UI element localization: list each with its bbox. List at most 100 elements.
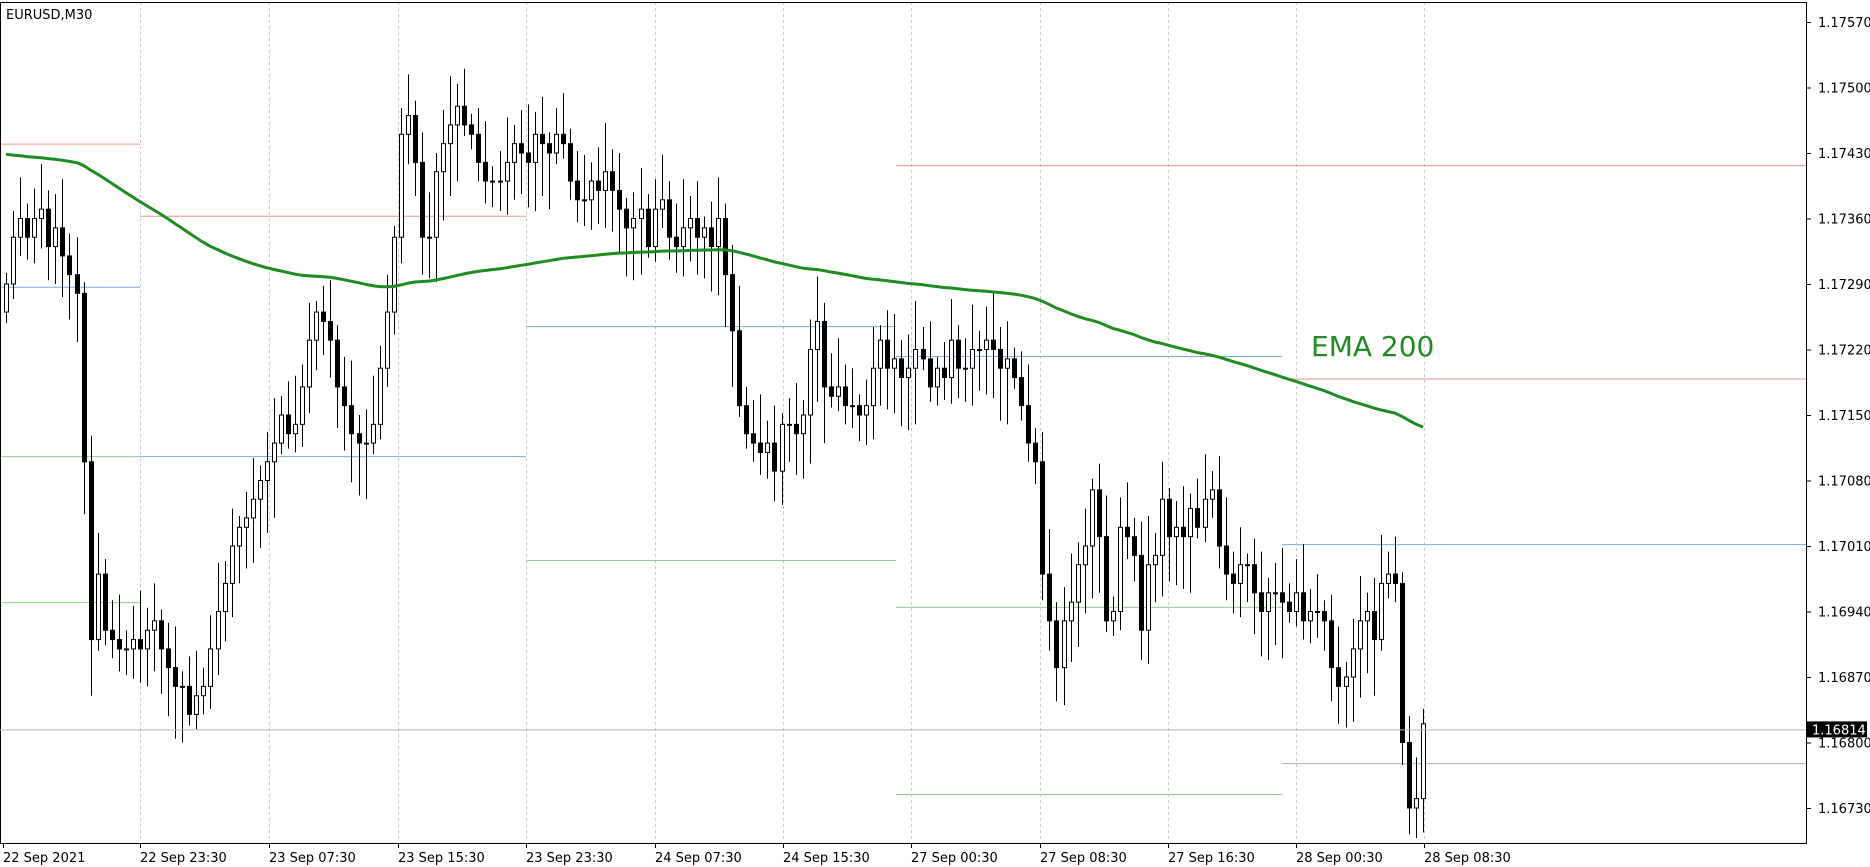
candle-body-bear [60,227,65,257]
grid-lines [140,2,1425,843]
candle-body-bull [279,414,284,444]
candle-body-bull [984,339,989,350]
symbol-label: EURUSD,M30 [6,8,92,23]
candle [1083,508,1088,614]
candle-body-bull [230,545,235,584]
candle-body-bear [899,358,904,379]
candle-body-bull [258,480,263,500]
candle-body-bull [554,133,559,154]
ema-line [5,152,1424,429]
candle-body-bear [885,339,890,369]
candle [180,671,185,743]
candle-body-bear [82,292,87,463]
candle [1273,562,1278,646]
candle [744,386,749,449]
y-tick-label: 1.16870 [1818,671,1870,686]
candle [526,104,531,208]
candle [75,237,80,343]
candle [1315,574,1320,638]
candle [1224,497,1229,601]
candle-body-bear [1217,489,1222,547]
candle [1090,478,1095,599]
candle-body-bull [935,367,940,388]
candle [815,276,820,402]
candle [843,364,848,425]
candle-body-bull [208,648,213,687]
candle-body-bull [371,423,376,444]
candle [1245,553,1250,603]
candle [1238,527,1243,618]
candle-body-bear [1252,564,1257,594]
candle [39,164,44,249]
candle [1231,551,1236,614]
candle-body-bear [928,358,933,388]
x-tick-label: 28 Sep 00:30 [1296,851,1383,866]
candle-body-bull [131,639,136,650]
candle-body-bear [1040,461,1045,575]
candle [448,76,453,197]
candle-body-bull [1308,611,1313,622]
candle-body-bear [730,274,735,332]
x-tick-label: 27 Sep 08:30 [1040,851,1127,866]
candle-body-bear [695,218,700,238]
candle-body-bull [1146,564,1151,631]
candle [138,590,143,683]
candle-body-bull [1111,611,1116,622]
candle [335,325,340,429]
candle-body-bull [216,611,221,650]
candle-body-bull [455,105,460,126]
candle-body-bull [1344,676,1349,687]
candle-body-bull [913,349,918,369]
candle [117,594,122,672]
candle-body-bear [469,124,474,135]
candle [547,132,552,210]
candle [279,396,284,455]
candle [942,342,947,401]
candle [413,100,418,197]
candle [490,166,495,208]
candle [216,562,221,676]
candle [483,121,488,204]
candle [1104,495,1109,633]
candle-body-bear [617,189,622,210]
candle-body-bull [850,405,855,408]
candle [850,368,855,429]
candle [1181,486,1186,590]
plot-frame [0,2,1807,844]
candle [455,83,460,182]
candle [505,117,510,215]
candle-body-bear [526,152,531,163]
candle [977,330,982,391]
candle [1386,551,1391,599]
candle-body-bear [1231,573,1236,584]
candle-body-bear [328,320,333,341]
candle-body-bull [392,236,397,313]
candle-body-bull [201,685,206,697]
candle [871,327,876,440]
candle-body-bull [660,199,665,210]
candle-body-bull [385,311,390,369]
candle [568,128,573,200]
candle-body-bear [758,442,763,453]
candle-body-bull [427,236,432,239]
candle-body-bear [46,208,51,248]
candle [899,340,904,427]
candle-body-bear [624,208,629,229]
candle [314,300,319,371]
candle [885,310,890,410]
candle [1097,463,1102,593]
candle [293,375,298,453]
candle [1195,478,1200,539]
candle-body-bear [420,161,425,238]
candle [1400,572,1405,765]
candle-body-bull [194,695,199,715]
candle-body-bull [32,218,37,238]
candle [660,154,665,228]
candle [1167,487,1172,582]
candle-body-bear [1407,742,1412,809]
candle-body-bear [942,367,947,379]
candle-body-bear [117,639,122,650]
candle-body-bull [490,180,495,183]
candle-body-bear [1400,582,1405,744]
candle [1358,575,1363,698]
